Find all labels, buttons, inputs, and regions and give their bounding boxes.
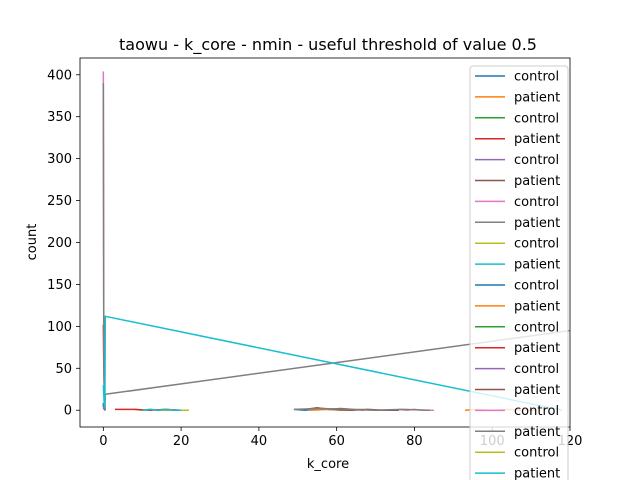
y-tick-label: 250 [47,194,72,209]
legend-label: control [514,195,559,210]
chart-title: taowu - k_core - nmin - useful threshold… [119,35,537,55]
legend-label: patient [514,299,560,314]
y-tick-label: 400 [47,68,72,83]
legend-label: patient [514,341,560,356]
legend-label: patient [514,383,560,398]
legend-label: control [514,320,559,335]
legend-label: control [514,111,559,126]
series-line-10 [102,315,563,411]
legend-label: control [514,279,559,294]
legend-label: control [514,70,559,85]
legend-label: patient [514,425,560,440]
legend-label: patient [514,132,560,147]
y-tick-label: 200 [47,236,72,251]
x-tick-label: 0 [99,434,107,449]
y-tick-label: 300 [47,152,72,167]
x-tick-label: 20 [173,434,190,449]
y-tick-label: 150 [47,278,72,293]
legend-label: control [514,153,559,168]
legend-label: patient [514,467,560,480]
x-tick-label: 80 [406,434,423,449]
legend-label: control [514,237,559,252]
legend-label: patient [514,90,560,105]
legend-label: patient [514,174,560,189]
y-tick-label: 350 [47,110,72,125]
y-tick-label: 0 [64,404,72,419]
x-axis-label: k_core [307,457,349,472]
legend-box [469,65,569,480]
series-line-18 [293,407,431,411]
series-line-20 [142,408,182,411]
y-axis-ticks: 0 50 100 150 200 250 300 350 400 [47,68,80,419]
legend-label: control [514,446,559,461]
series-line-15 [102,406,106,411]
legend-label: patient [514,258,560,273]
y-tick-label: 100 [47,320,72,335]
x-tick-label: 60 [328,434,345,449]
y-axis-label: count [25,224,40,261]
y-tick-label: 50 [55,362,72,377]
legend-label: control [514,404,559,419]
legend-entries: control patient control patient control patie… [475,70,560,480]
x-tick-label: 40 [251,434,268,449]
legend-label: patient [514,216,560,231]
legend-label: control [514,362,559,377]
series-layer [102,71,571,411]
legend: control patient control patient control patie… [469,65,569,480]
